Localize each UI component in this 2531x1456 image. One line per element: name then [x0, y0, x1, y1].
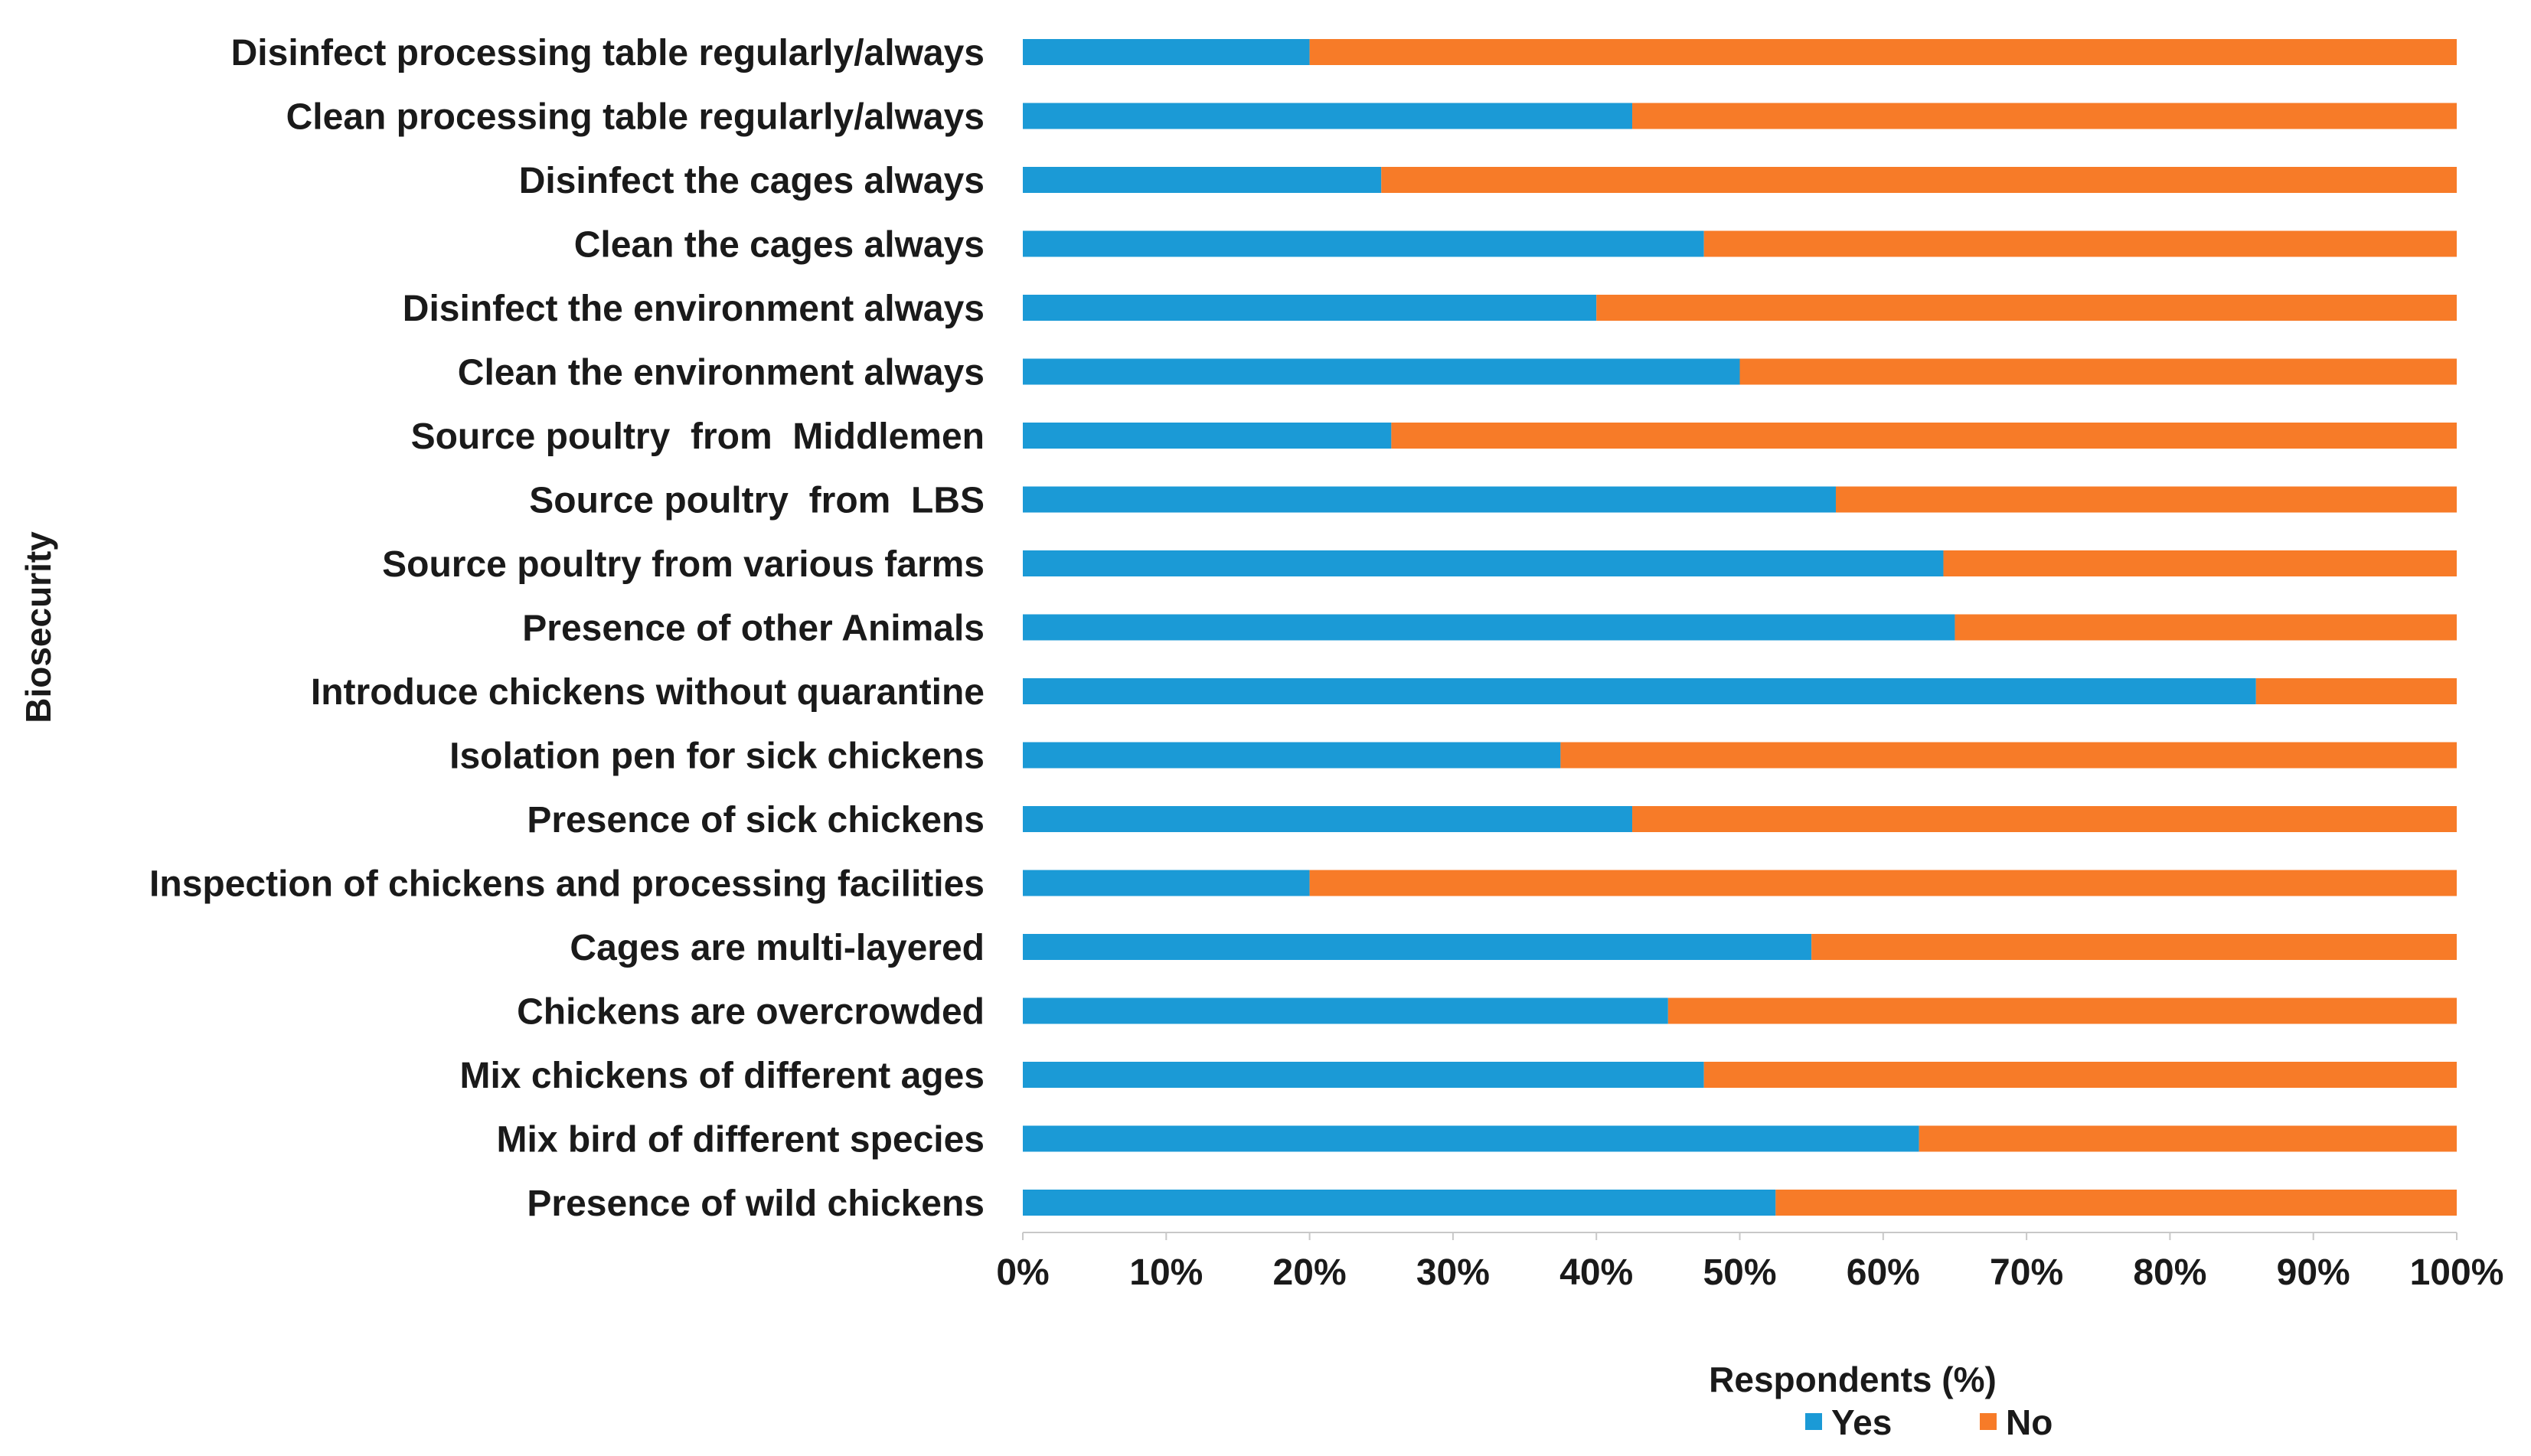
legend-swatch-yes: [1805, 1413, 1822, 1430]
category-label: Source poultry from various farms: [382, 544, 985, 585]
bar-yes-presence-of-wild-chickens: [1023, 1190, 1776, 1216]
bar-yes-cages-are-multi-layered: [1023, 934, 1812, 960]
bar-no-mix-chickens-of-different-ages: [1703, 1062, 2457, 1088]
category-label: Clean the environment always: [458, 353, 985, 393]
bar-yes-source-poultry-from-middlemen: [1023, 423, 1392, 449]
bar-yes-source-poultry-from-various-farms: [1023, 550, 1944, 576]
category-label: Clean the cages always: [574, 225, 985, 266]
bar-yes-mix-bird-of-different-species: [1023, 1125, 1919, 1152]
x-tick-label: 100%: [2410, 1252, 2504, 1293]
x-tick-label: 30%: [1416, 1252, 1490, 1293]
bar-yes-disinfect-the-environment-always: [1023, 295, 1597, 321]
category-label: Clean processing table regularly/always: [286, 97, 985, 138]
category-label: Chickens are overcrowded: [517, 992, 985, 1033]
bar-no-clean-the-environment-always: [1739, 358, 2457, 385]
category-label: Mix bird of different species: [497, 1120, 985, 1161]
bar-no-disinfect-the-cages-always: [1381, 167, 2457, 193]
bar-no-inspection-of-chickens-and-processing-facilities: [1309, 870, 2457, 896]
bar-yes-disinfect-the-cages-always: [1023, 167, 1382, 193]
x-tick-label: 80%: [2133, 1252, 2206, 1293]
bar-no-presence-of-sick-chickens: [1632, 806, 2457, 832]
bar-no-cages-are-multi-layered: [1811, 934, 2457, 960]
bar-no-presence-of-wild-chickens: [1775, 1190, 2457, 1216]
bar-no-disinfect-processing-table-regularly-always: [1309, 39, 2457, 65]
bar-yes-introduce-chickens-without-quarantine: [1023, 678, 2256, 704]
category-label: Inspection of chickens and processing fa…: [149, 864, 985, 905]
category-label: Isolation pen for sick chickens: [449, 736, 985, 777]
bars-group: [1023, 39, 2458, 1216]
bar-no-source-poultry-from-middlemen: [1391, 423, 2457, 449]
bar-yes-clean-the-cages-always: [1023, 230, 1704, 257]
legend-label-no: No: [2006, 1402, 2053, 1442]
category-label: Mix chickens of different ages: [459, 1056, 985, 1096]
x-tick-label: 40%: [1559, 1252, 1633, 1293]
x-tick-label: 10%: [1129, 1252, 1203, 1293]
legend: Yes No: [1805, 1402, 2053, 1442]
bar-no-clean-the-cages-always: [1703, 230, 2457, 257]
y-axis-title: Biosecurity: [18, 531, 58, 723]
x-axis-ticks: 0% 10% 20% 30% 40% 50% 60% 70% 80% 90% 100%: [996, 1232, 2503, 1293]
bar-no-source-poultry-from-lbs: [1835, 486, 2457, 513]
category-label: Presence of wild chickens: [527, 1183, 985, 1224]
category-label: Presence of other Animals: [522, 609, 985, 649]
bar-yes-presence-of-other-animals: [1023, 614, 1955, 641]
category-label: Introduce chickens without quarantine: [311, 672, 985, 713]
x-tick-label: 60%: [1847, 1252, 1920, 1293]
bar-no-introduce-chickens-without-quarantine: [2255, 678, 2457, 704]
bar-yes-presence-of-sick-chickens: [1023, 806, 1633, 832]
category-label: Disinfect processing table regularly/alw…: [231, 33, 985, 73]
category-label: Disinfect the environment always: [403, 289, 985, 329]
bar-yes-isolation-pen-for-sick-chickens: [1023, 742, 1561, 769]
bar-yes-chickens-are-overcrowded: [1023, 997, 1668, 1024]
bar-yes-mix-chickens-of-different-ages: [1023, 1062, 1704, 1088]
category-label: Cages are multi-layered: [570, 928, 985, 968]
bar-no-presence-of-other-animals: [1955, 614, 2457, 641]
x-tick-label: 50%: [1703, 1252, 1776, 1293]
bar-no-isolation-pen-for-sick-chickens: [1560, 742, 2458, 769]
x-tick-label: 0%: [996, 1252, 1049, 1293]
legend-label-yes: Yes: [1831, 1402, 1892, 1442]
bar-no-chickens-are-overcrowded: [1667, 997, 2457, 1024]
bar-yes-inspection-of-chickens-and-processing-facilities: [1023, 870, 1310, 896]
bar-yes-source-poultry-from-lbs: [1023, 486, 1836, 513]
x-tick-label: 20%: [1273, 1252, 1347, 1293]
bar-no-mix-bird-of-different-species: [1919, 1125, 2458, 1152]
bar-yes-disinfect-processing-table-regularly-always: [1023, 39, 1310, 65]
category-label: Source poultry from LBS: [529, 481, 985, 521]
bar-no-source-poultry-from-various-farms: [1943, 550, 2457, 576]
x-tick-label: 70%: [1990, 1252, 2063, 1293]
category-label: Presence of sick chickens: [527, 800, 985, 841]
bar-no-disinfect-the-environment-always: [1596, 295, 2457, 321]
category-labels: Disinfect processing table regularly/alw…: [149, 33, 985, 1224]
x-tick-label: 90%: [2277, 1252, 2350, 1293]
bar-no-clean-processing-table-regularly-always: [1632, 103, 2457, 129]
bar-yes-clean-the-environment-always: [1023, 358, 1740, 385]
legend-swatch-no: [1980, 1413, 1997, 1430]
category-label: Source poultry from Middlemen: [411, 416, 985, 457]
category-label: Disinfect the cages always: [519, 161, 985, 201]
bar-yes-clean-processing-table-regularly-always: [1023, 103, 1633, 129]
x-axis-title: Respondents (%): [1709, 1360, 1997, 1399]
